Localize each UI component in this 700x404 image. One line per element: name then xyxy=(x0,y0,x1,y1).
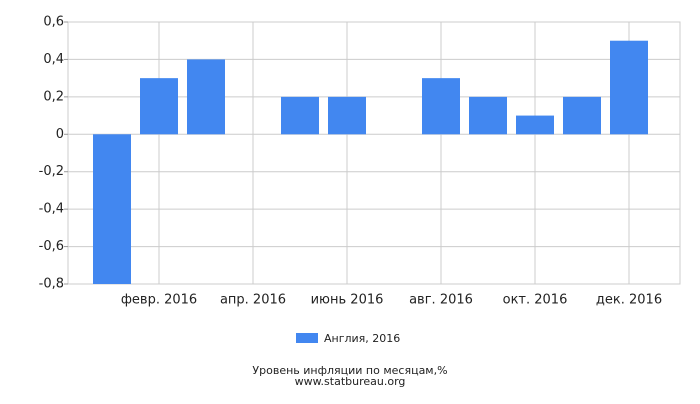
y-tick-label: 0,2 xyxy=(43,89,64,104)
y-tick-label: -0,8 xyxy=(39,277,64,292)
y-tick-label: -0,2 xyxy=(39,164,64,179)
x-tick-label: июнь 2016 xyxy=(311,293,384,308)
bar xyxy=(93,134,131,284)
bar xyxy=(281,96,319,135)
bar xyxy=(422,78,460,135)
x-tick-label: авг. 2016 xyxy=(409,293,473,308)
chart-title: Уровень инфляции по месяцам,% xyxy=(252,364,447,377)
legend-label: Англия, 2016 xyxy=(324,332,400,345)
bar xyxy=(328,96,366,135)
y-tick-label: 0 xyxy=(56,127,64,142)
bar xyxy=(469,96,507,135)
y-tick-label: -0,6 xyxy=(39,239,64,254)
x-tick-label: окт. 2016 xyxy=(503,293,568,308)
bar xyxy=(516,115,554,135)
legend-swatch xyxy=(296,333,318,343)
y-tick-label: -0,4 xyxy=(39,202,64,217)
bar xyxy=(610,40,648,135)
x-tick-label: апр. 2016 xyxy=(220,293,286,308)
x-tick-label: февр. 2016 xyxy=(121,293,197,308)
bar xyxy=(140,78,178,135)
plot-frame xyxy=(67,21,681,285)
chart-subtitle: www.statbureau.org xyxy=(295,375,406,388)
bar xyxy=(187,59,225,135)
bar xyxy=(563,96,601,135)
y-tick-label: 0,4 xyxy=(43,52,64,67)
x-tick-label: дек. 2016 xyxy=(596,293,662,308)
y-tick-label: 0,6 xyxy=(43,15,64,30)
